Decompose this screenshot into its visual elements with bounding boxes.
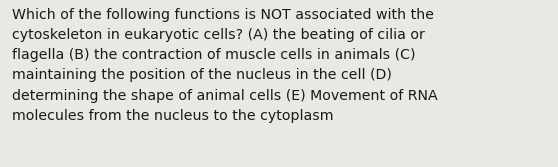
Text: Which of the following functions is NOT associated with the
cytoskeleton in euka: Which of the following functions is NOT … [12, 8, 438, 123]
